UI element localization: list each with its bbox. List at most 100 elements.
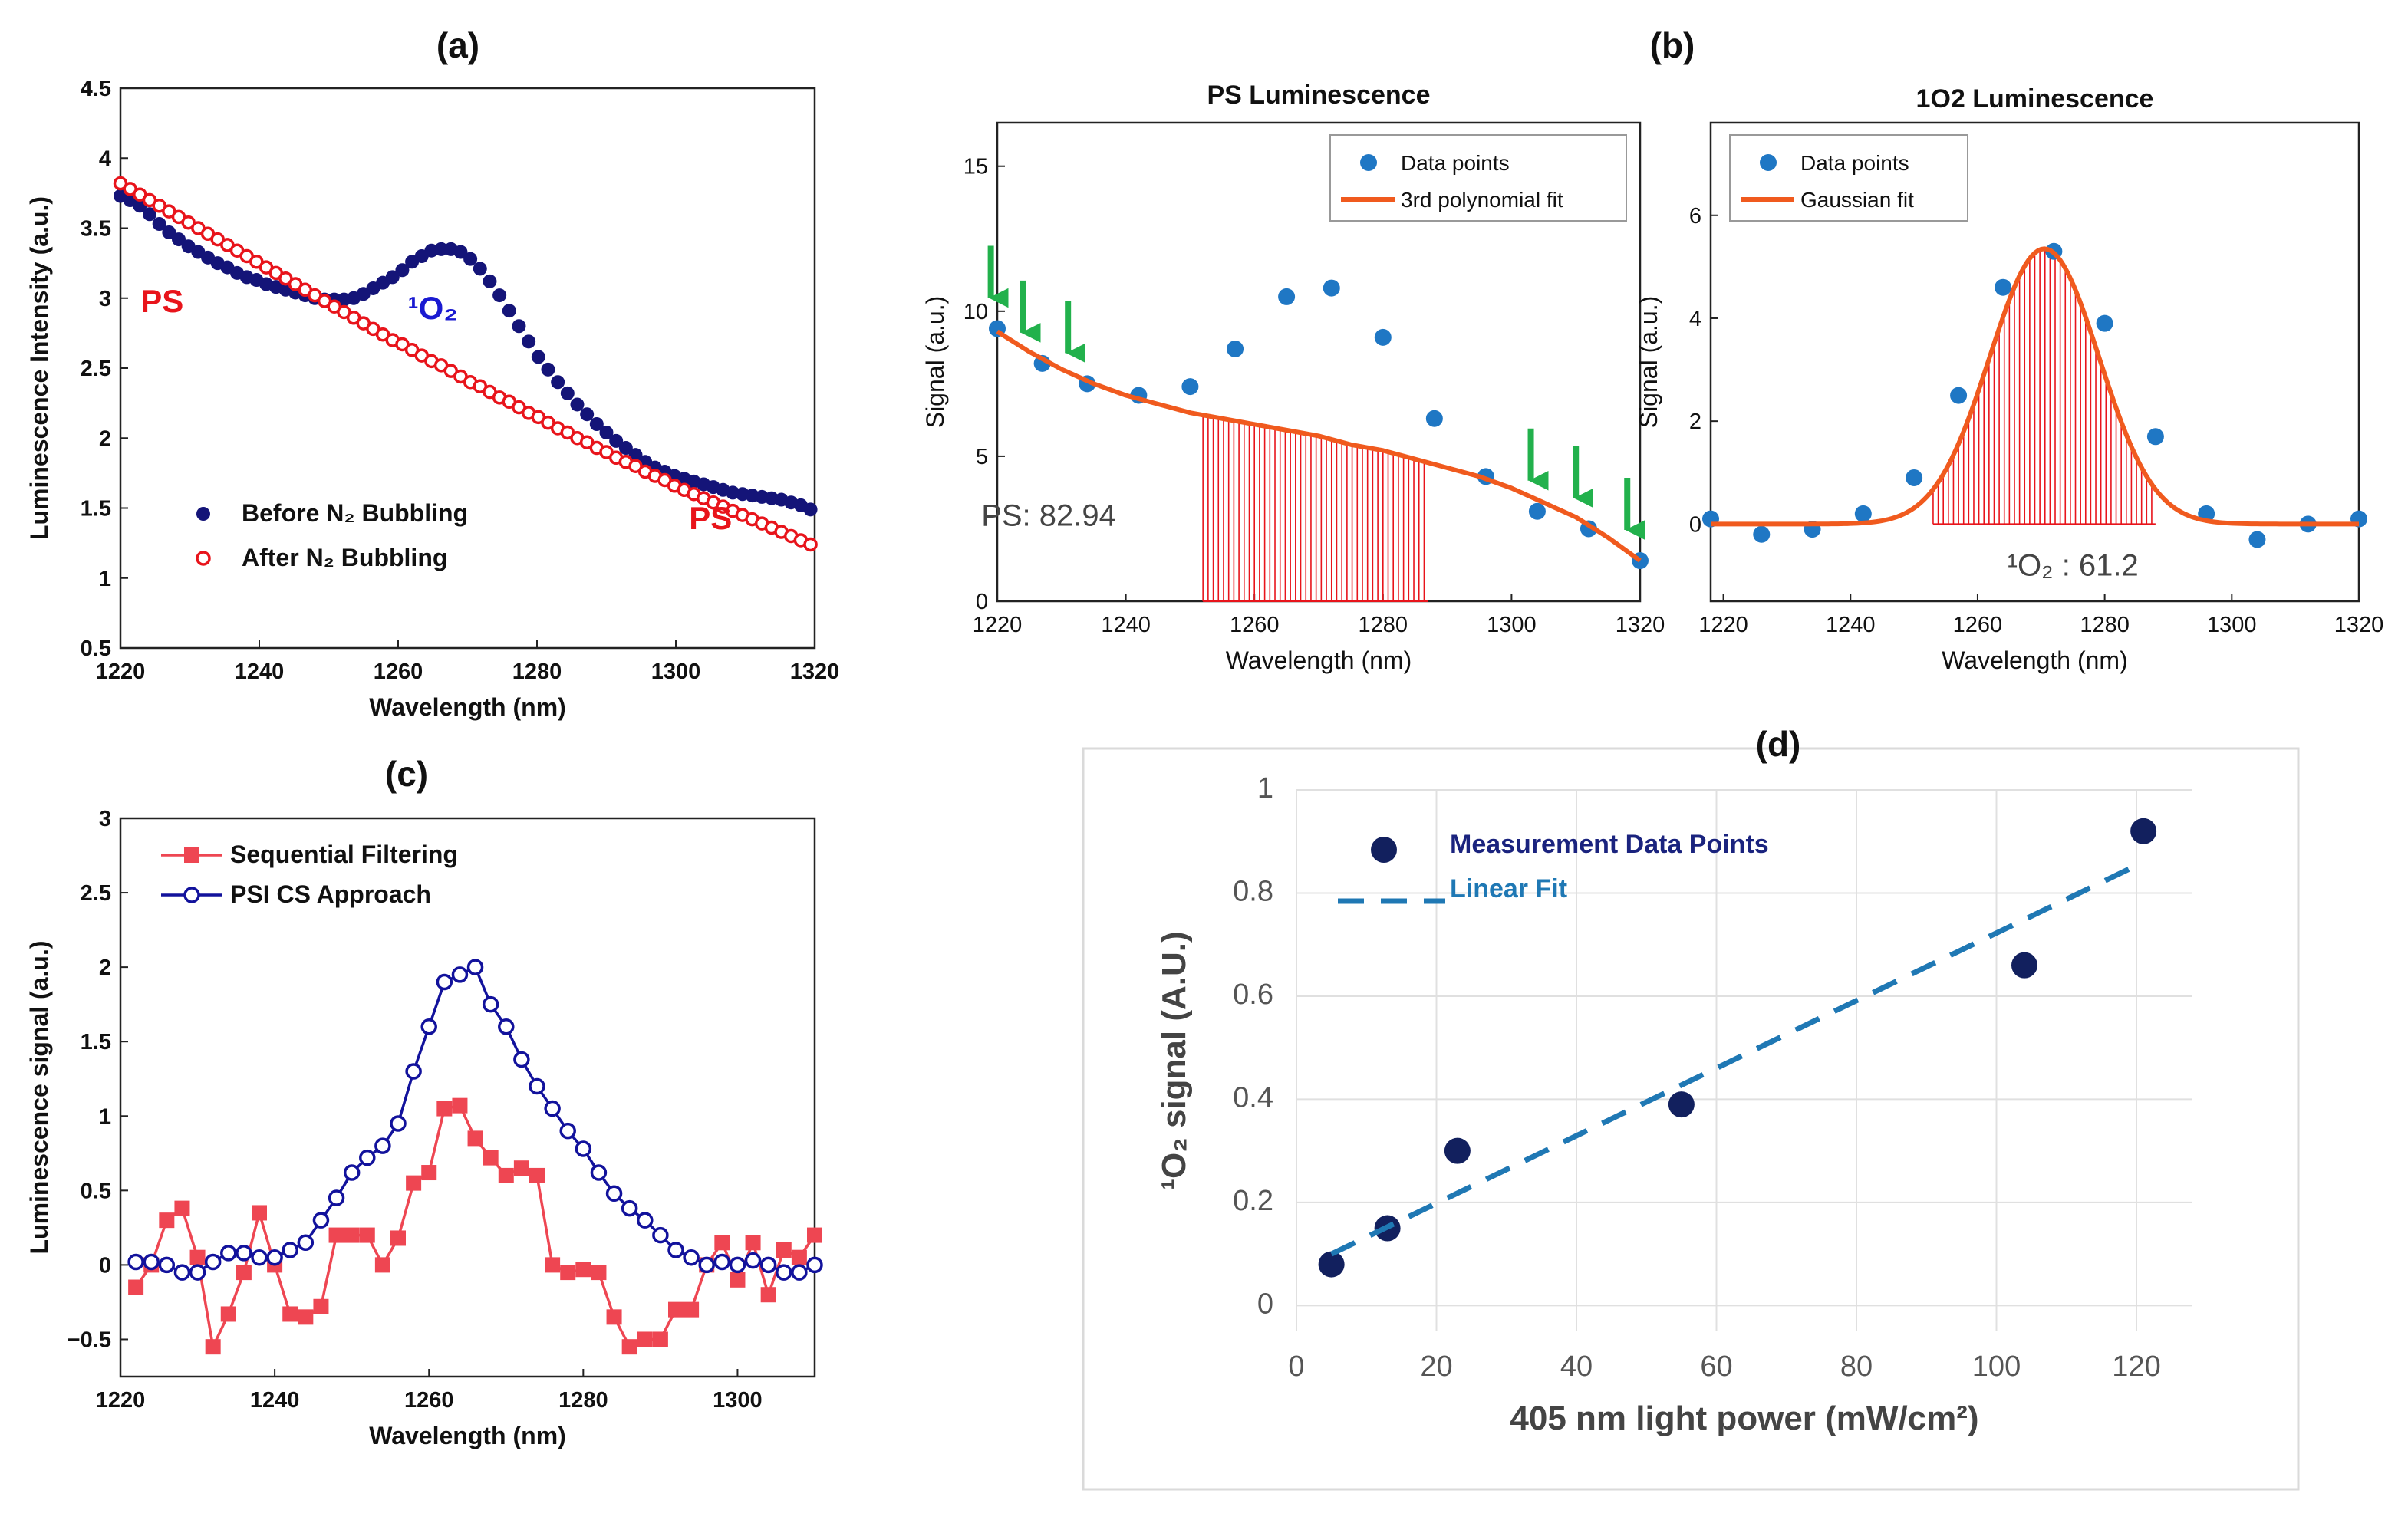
data-point xyxy=(159,1212,175,1229)
y-tick-label: 6 xyxy=(1689,204,1701,229)
data-point xyxy=(452,1097,468,1114)
x-tick-label: 1240 xyxy=(250,1388,300,1413)
y-tick-label: 0 xyxy=(1689,512,1701,537)
data-point xyxy=(466,959,484,975)
legend-marker xyxy=(196,551,211,566)
x-tick-label: 120 xyxy=(2112,1351,2160,1383)
data-point xyxy=(298,1309,314,1325)
x-tick-label: 1260 xyxy=(1953,613,2003,637)
data-point xyxy=(385,270,400,285)
y-tick-label: 0 xyxy=(1257,1288,1273,1320)
y-tick-label: 2 xyxy=(1689,410,1701,434)
data-point xyxy=(266,1249,283,1266)
y-tick-label: 2 xyxy=(99,426,111,451)
data-point xyxy=(580,407,595,422)
data-point xyxy=(1995,278,2012,296)
data-point xyxy=(172,232,186,247)
y-tick-label: 0.4 xyxy=(1233,1081,1273,1114)
x-tick-label: 0 xyxy=(1288,1351,1304,1383)
x-axis-label: 405 nm light power (mW/cm²) xyxy=(1510,1400,1978,1437)
data-point xyxy=(1181,378,1199,396)
data-point xyxy=(803,502,818,517)
data-point xyxy=(1374,328,1392,346)
y-tick-label: 10 xyxy=(964,300,988,324)
legend-entry: Data points xyxy=(1800,151,1909,175)
data-point xyxy=(189,1264,206,1281)
y-axis-label: Signal (a.u.) xyxy=(921,296,949,429)
data-point xyxy=(1425,410,1443,427)
data-point xyxy=(128,1279,144,1295)
legend: Data points Gaussian fit xyxy=(1729,134,1968,222)
x-tick-label: 1220 xyxy=(96,660,146,684)
data-point xyxy=(204,1253,222,1271)
data-point xyxy=(1444,1137,1471,1164)
legend-box xyxy=(1329,134,1627,222)
series-line xyxy=(1711,246,2359,527)
y-tick-label: 2.5 xyxy=(81,881,111,906)
y-tick-label: 3.5 xyxy=(81,217,111,242)
y-tick-label: 1.5 xyxy=(81,497,111,521)
y-tick-label: 4 xyxy=(1689,307,1701,331)
area-value-label: PS: 82.94 xyxy=(981,499,1116,533)
y-tick-label: −0.5 xyxy=(68,1328,111,1352)
data-point xyxy=(806,1256,823,1274)
x-axis-label: Wavelength (nm) xyxy=(1226,646,1412,674)
data-point xyxy=(628,448,643,462)
chart-title: PS Luminescence xyxy=(1207,81,1430,110)
data-point xyxy=(492,288,507,303)
data-point xyxy=(498,1167,514,1183)
chart-panel-b-right: 1O2 Luminescence 1220 1240 1260 1280 1300 1320… xyxy=(1635,84,2383,674)
data-point xyxy=(1906,469,1923,486)
data-point xyxy=(807,1227,822,1243)
data-point xyxy=(776,1264,792,1281)
data-point xyxy=(591,1265,607,1281)
chart-annotation: PS xyxy=(689,500,732,536)
x-tick-label: 1240 xyxy=(1101,613,1151,637)
x-tick-label: 1300 xyxy=(713,1388,763,1413)
data-point xyxy=(512,319,526,334)
y-tick-label: 1 xyxy=(99,567,111,591)
data-point xyxy=(698,1256,715,1274)
data-point xyxy=(173,1264,191,1281)
x-tick-label: 1320 xyxy=(1616,613,1665,637)
y-tick-label: 0.6 xyxy=(1233,979,1273,1011)
x-tick-label: 1260 xyxy=(1230,613,1280,637)
y-tick-label: 3 xyxy=(99,807,111,831)
legend-entry: Measurement Data Points xyxy=(1450,830,1769,859)
data-point xyxy=(683,1249,700,1266)
data-point xyxy=(359,1227,375,1243)
data-point xyxy=(483,274,497,288)
data-point xyxy=(152,217,166,232)
data-point xyxy=(463,252,478,266)
x-tick-label: 1280 xyxy=(512,660,562,684)
data-point xyxy=(453,245,468,259)
data-point xyxy=(502,304,516,318)
data-point xyxy=(621,1339,637,1355)
data-point xyxy=(803,537,818,552)
y-tick-label: 15 xyxy=(964,155,988,179)
x-tick-label: 1320 xyxy=(790,660,840,684)
series-line xyxy=(996,329,1642,563)
panel-d-card xyxy=(1082,747,2300,1491)
series-line xyxy=(136,965,815,1274)
data-point xyxy=(434,242,449,256)
data-point xyxy=(684,1301,700,1318)
data-point xyxy=(359,1149,376,1166)
data-point xyxy=(483,1150,499,1166)
x-axis-label: Wavelength (nm) xyxy=(369,693,566,721)
legend-entry: Sequential Filtering xyxy=(230,841,458,868)
data-point xyxy=(473,262,487,276)
legend: Data points 3rd polynomial fit xyxy=(1329,134,1627,222)
data-point xyxy=(395,263,410,278)
x-tick-label: 1240 xyxy=(1826,613,1876,637)
legend-box xyxy=(1729,134,1968,222)
data-point xyxy=(791,1249,807,1265)
y-axis-label: Signal (a.u.) xyxy=(1635,296,1662,429)
panel-label: (d) xyxy=(1756,724,1801,764)
x-tick-label: 20 xyxy=(1420,1351,1452,1383)
x-tick-label: 1280 xyxy=(558,1388,608,1413)
data-point xyxy=(143,1253,160,1271)
data-point xyxy=(343,1164,361,1181)
y-tick-label: 1 xyxy=(1257,772,1273,804)
x-tick-label: 60 xyxy=(1700,1351,1732,1383)
